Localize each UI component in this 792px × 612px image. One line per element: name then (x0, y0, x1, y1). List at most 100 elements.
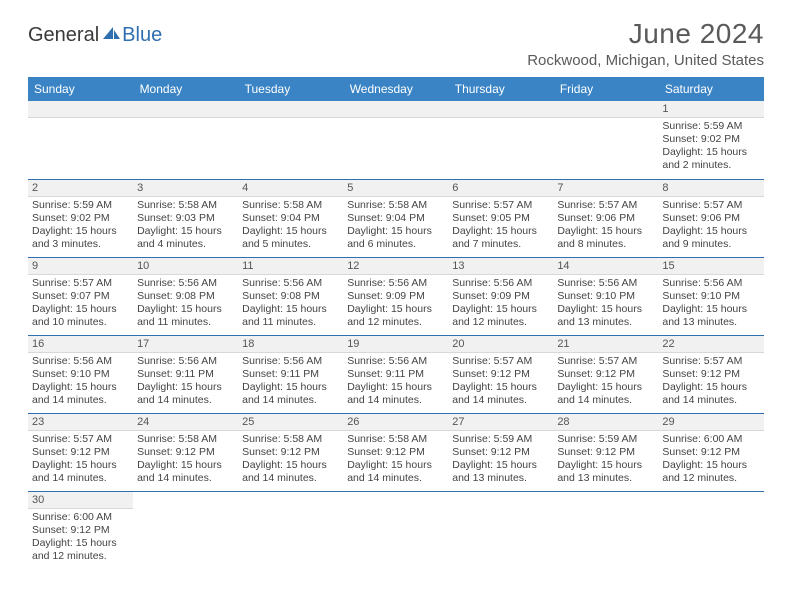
sunrise-text: Sunrise: 5:57 AM (452, 355, 549, 368)
calendar-cell: 23Sunrise: 5:57 AMSunset: 9:12 PMDayligh… (28, 413, 133, 491)
daylight-line1: Daylight: 15 hours (452, 225, 549, 238)
daylight-line2: and 11 minutes. (137, 316, 234, 329)
day-number: 20 (448, 336, 553, 353)
daylight-line2: and 14 minutes. (137, 472, 234, 485)
title-block: June 2024 Rockwood, Michigan, United Sta… (527, 18, 764, 69)
sunset-text: Sunset: 9:12 PM (557, 368, 654, 381)
calendar-cell: 7Sunrise: 5:57 AMSunset: 9:06 PMDaylight… (553, 179, 658, 257)
daylight-line1: Daylight: 15 hours (32, 303, 129, 316)
day-details: Sunrise: 5:57 AMSunset: 9:12 PMDaylight:… (448, 353, 553, 412)
sunset-text: Sunset: 9:11 PM (347, 368, 444, 381)
calendar-cell: 12Sunrise: 5:56 AMSunset: 9:09 PMDayligh… (343, 257, 448, 335)
calendar-cell: 15Sunrise: 5:56 AMSunset: 9:10 PMDayligh… (658, 257, 763, 335)
day-number: 2 (28, 180, 133, 197)
sunrise-text: Sunrise: 5:56 AM (242, 277, 339, 290)
day-number: 13 (448, 258, 553, 275)
daylight-line1: Daylight: 15 hours (242, 303, 339, 316)
sunrise-text: Sunrise: 5:58 AM (347, 199, 444, 212)
day-details: Sunrise: 5:59 AMSunset: 9:12 PMDaylight:… (553, 431, 658, 490)
day-number: 3 (133, 180, 238, 197)
calendar-cell: 21Sunrise: 5:57 AMSunset: 9:12 PMDayligh… (553, 335, 658, 413)
day-details: Sunrise: 5:58 AMSunset: 9:12 PMDaylight:… (133, 431, 238, 490)
daylight-line2: and 2 minutes. (662, 159, 759, 172)
sunset-text: Sunset: 9:12 PM (347, 446, 444, 459)
calendar-cell: 4Sunrise: 5:58 AMSunset: 9:04 PMDaylight… (238, 179, 343, 257)
calendar-cell: 1Sunrise: 5:59 AMSunset: 9:02 PMDaylight… (658, 101, 763, 179)
sunset-text: Sunset: 9:08 PM (242, 290, 339, 303)
sunset-text: Sunset: 9:04 PM (347, 212, 444, 225)
calendar-week-row: 16Sunrise: 5:56 AMSunset: 9:10 PMDayligh… (28, 335, 764, 413)
sunrise-text: Sunrise: 5:56 AM (452, 277, 549, 290)
day-details: Sunrise: 5:56 AMSunset: 9:09 PMDaylight:… (343, 275, 448, 334)
sunset-text: Sunset: 9:06 PM (662, 212, 759, 225)
month-title: June 2024 (527, 18, 764, 50)
calendar-cell: 13Sunrise: 5:56 AMSunset: 9:09 PMDayligh… (448, 257, 553, 335)
calendar-cell: 6Sunrise: 5:57 AMSunset: 9:05 PMDaylight… (448, 179, 553, 257)
sunrise-text: Sunrise: 5:58 AM (242, 199, 339, 212)
daylight-line1: Daylight: 15 hours (347, 225, 444, 238)
daylight-line1: Daylight: 15 hours (32, 225, 129, 238)
day-number: 19 (343, 336, 448, 353)
calendar-cell (343, 101, 448, 179)
day-details: Sunrise: 5:56 AMSunset: 9:11 PMDaylight:… (238, 353, 343, 412)
brand-logo: General Blue (28, 18, 162, 47)
day-details: Sunrise: 5:57 AMSunset: 9:06 PMDaylight:… (658, 197, 763, 256)
day-details: Sunrise: 5:56 AMSunset: 9:10 PMDaylight:… (658, 275, 763, 334)
empty-daynum (133, 101, 238, 118)
daylight-line2: and 12 minutes. (32, 550, 129, 563)
day-number: 7 (553, 180, 658, 197)
daylight-line2: and 14 minutes. (452, 394, 549, 407)
calendar-cell: 24Sunrise: 5:58 AMSunset: 9:12 PMDayligh… (133, 413, 238, 491)
daylight-line2: and 10 minutes. (32, 316, 129, 329)
empty-daynum (238, 101, 343, 118)
day-number: 25 (238, 414, 343, 431)
sunrise-text: Sunrise: 5:56 AM (662, 277, 759, 290)
day-details: Sunrise: 5:58 AMSunset: 9:03 PMDaylight:… (133, 197, 238, 256)
calendar-cell: 17Sunrise: 5:56 AMSunset: 9:11 PMDayligh… (133, 335, 238, 413)
daylight-line2: and 12 minutes. (347, 316, 444, 329)
day-number: 18 (238, 336, 343, 353)
sunrise-text: Sunrise: 5:56 AM (557, 277, 654, 290)
daylight-line1: Daylight: 15 hours (347, 381, 444, 394)
sunrise-text: Sunrise: 6:00 AM (32, 511, 129, 524)
daylight-line2: and 14 minutes. (242, 472, 339, 485)
empty-daynum (28, 101, 133, 118)
day-details: Sunrise: 5:58 AMSunset: 9:12 PMDaylight:… (343, 431, 448, 490)
calendar-cell: 10Sunrise: 5:56 AMSunset: 9:08 PMDayligh… (133, 257, 238, 335)
day-number: 28 (553, 414, 658, 431)
daylight-line1: Daylight: 15 hours (242, 381, 339, 394)
calendar-cell (238, 491, 343, 569)
calendar-cell: 30Sunrise: 6:00 AMSunset: 9:12 PMDayligh… (28, 491, 133, 569)
day-number: 24 (133, 414, 238, 431)
day-details: Sunrise: 5:56 AMSunset: 9:09 PMDaylight:… (448, 275, 553, 334)
daylight-line1: Daylight: 15 hours (662, 381, 759, 394)
sunrise-text: Sunrise: 5:59 AM (557, 433, 654, 446)
daylight-line2: and 5 minutes. (242, 238, 339, 251)
day-number: 14 (553, 258, 658, 275)
sunrise-text: Sunrise: 5:57 AM (662, 355, 759, 368)
daylight-line1: Daylight: 15 hours (557, 303, 654, 316)
sunrise-text: Sunrise: 5:58 AM (242, 433, 339, 446)
day-number: 10 (133, 258, 238, 275)
col-monday: Monday (133, 77, 238, 101)
calendar-cell: 19Sunrise: 5:56 AMSunset: 9:11 PMDayligh… (343, 335, 448, 413)
daylight-line2: and 7 minutes. (452, 238, 549, 251)
sunset-text: Sunset: 9:12 PM (32, 524, 129, 537)
calendar-cell: 14Sunrise: 5:56 AMSunset: 9:10 PMDayligh… (553, 257, 658, 335)
calendar-week-row: 9Sunrise: 5:57 AMSunset: 9:07 PMDaylight… (28, 257, 764, 335)
sunset-text: Sunset: 9:11 PM (137, 368, 234, 381)
calendar-cell: 18Sunrise: 5:56 AMSunset: 9:11 PMDayligh… (238, 335, 343, 413)
sunrise-text: Sunrise: 5:59 AM (662, 120, 759, 133)
day-details: Sunrise: 5:58 AMSunset: 9:12 PMDaylight:… (238, 431, 343, 490)
day-number: 16 (28, 336, 133, 353)
col-saturday: Saturday (658, 77, 763, 101)
day-number: 22 (658, 336, 763, 353)
daylight-line2: and 13 minutes. (662, 316, 759, 329)
calendar-cell (658, 491, 763, 569)
daylight-line1: Daylight: 15 hours (452, 381, 549, 394)
sunset-text: Sunset: 9:12 PM (137, 446, 234, 459)
daylight-line2: and 4 minutes. (137, 238, 234, 251)
calendar-cell (448, 491, 553, 569)
empty-daynum (448, 101, 553, 118)
day-number: 8 (658, 180, 763, 197)
